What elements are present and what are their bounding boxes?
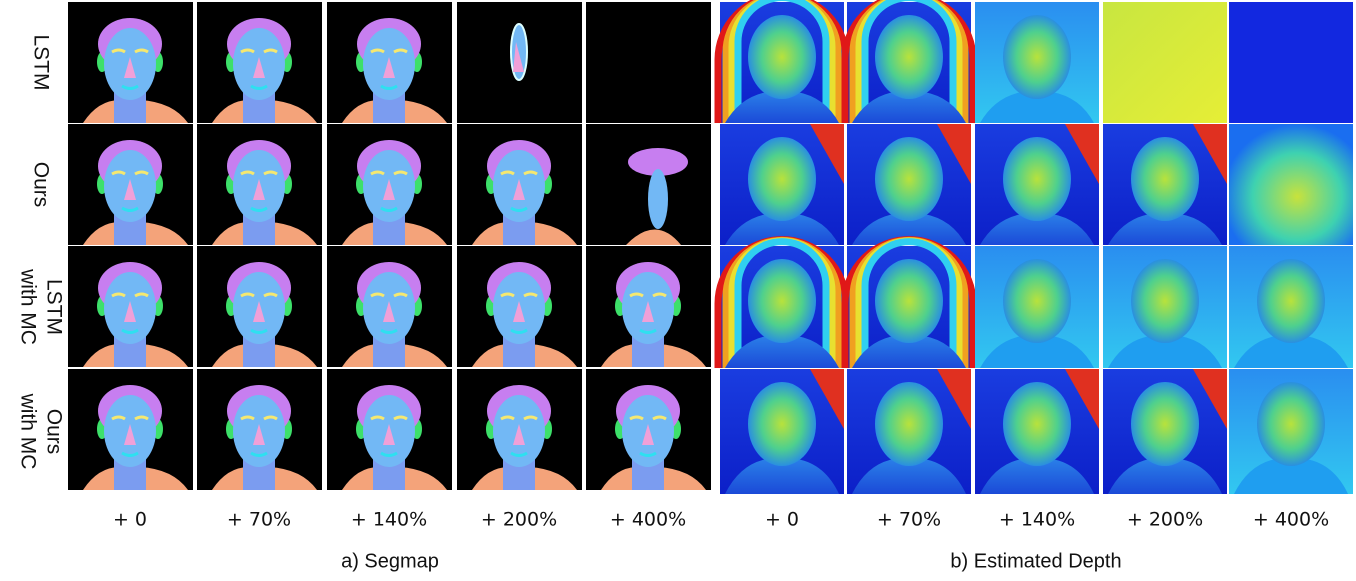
figure: LSTMOursLSTMwith MCOurswith MC+ 0+ 70%+ … [0, 0, 1356, 581]
depth-face [875, 382, 943, 466]
depth-face [875, 137, 943, 221]
column-label: + 200% [481, 509, 557, 531]
segmap-image [197, 124, 322, 245]
segmap-image [327, 246, 452, 367]
depth-face [748, 137, 816, 221]
depth-image [720, 124, 844, 245]
depth-image [845, 240, 973, 368]
segmap-image [457, 369, 582, 490]
segmap-fragment [648, 169, 668, 229]
segmap-image [197, 369, 322, 490]
panel-caption: a) Segmap [341, 550, 439, 572]
segmap-image [586, 2, 711, 123]
depth-image [1103, 2, 1227, 123]
depth-image [847, 369, 971, 494]
column-label: + 70% [227, 509, 291, 531]
segmap-image [327, 369, 452, 490]
column-label: + 200% [1127, 509, 1203, 531]
column-label: + 0 [113, 509, 147, 531]
segmap-image [68, 246, 193, 367]
depth-face [1003, 15, 1071, 99]
row-label: with MC [16, 393, 39, 470]
column-label: + 400% [610, 509, 686, 531]
depth-face [875, 259, 943, 343]
column-label: + 400% [1253, 509, 1329, 531]
depth-image [1229, 369, 1353, 494]
depth-face [1131, 259, 1199, 343]
segmap-image [586, 246, 711, 367]
row-label: Ours [42, 409, 65, 455]
depth-background [1229, 2, 1353, 123]
segmap-image [68, 2, 193, 123]
row-label: LSTM [29, 34, 52, 90]
segmap-image [457, 246, 582, 367]
segmap-image [68, 124, 193, 245]
depth-image [718, 240, 846, 368]
image-row [68, 240, 1353, 368]
depth-face [1257, 259, 1325, 343]
row-label: with MC [16, 268, 39, 345]
depth-image [1229, 246, 1353, 368]
depth-face [1131, 382, 1199, 466]
depth-image [975, 124, 1099, 245]
column-label: + 140% [999, 509, 1075, 531]
segmap-image [586, 124, 711, 245]
segmap-image [327, 124, 452, 245]
panel-caption: b) Estimated Depth [950, 550, 1121, 572]
depth-image [1103, 124, 1227, 245]
depth-face [748, 259, 816, 343]
depth-image [1229, 124, 1353, 245]
column-label: + 140% [351, 509, 427, 531]
depth-image [847, 124, 971, 245]
column-label: + 0 [765, 509, 799, 531]
segmap-image [586, 369, 711, 490]
depth-face [1257, 382, 1325, 466]
depth-face [748, 15, 816, 99]
image-row [68, 369, 1353, 494]
segmap-image [457, 124, 582, 245]
column-label: + 70% [877, 509, 941, 531]
depth-face [1003, 137, 1071, 221]
depth-image [720, 369, 844, 494]
depth-background [1103, 2, 1227, 123]
row-label: LSTM [42, 279, 65, 335]
depth-face [748, 382, 816, 466]
depth-background [1229, 124, 1353, 245]
depth-face [875, 15, 943, 99]
image-row [68, 124, 1353, 245]
depth-image [975, 369, 1099, 494]
segmap-background [586, 2, 711, 123]
segmap-image [68, 369, 193, 490]
depth-image [975, 2, 1099, 123]
segmap-image [197, 246, 322, 367]
row-label: Ours [29, 162, 52, 208]
depth-face [1003, 382, 1071, 466]
segmap-image [197, 2, 322, 123]
depth-image [1229, 2, 1353, 123]
segmap-background [586, 124, 711, 245]
depth-image [975, 246, 1099, 368]
depth-image [1103, 369, 1227, 494]
depth-image [1103, 246, 1227, 368]
depth-face [1003, 259, 1071, 343]
depth-image [718, 0, 846, 123]
depth-image [845, 0, 973, 123]
depth-face [1131, 137, 1199, 221]
segmap-image [457, 2, 582, 123]
segmap-image [327, 2, 452, 123]
image-row [68, 0, 1353, 123]
